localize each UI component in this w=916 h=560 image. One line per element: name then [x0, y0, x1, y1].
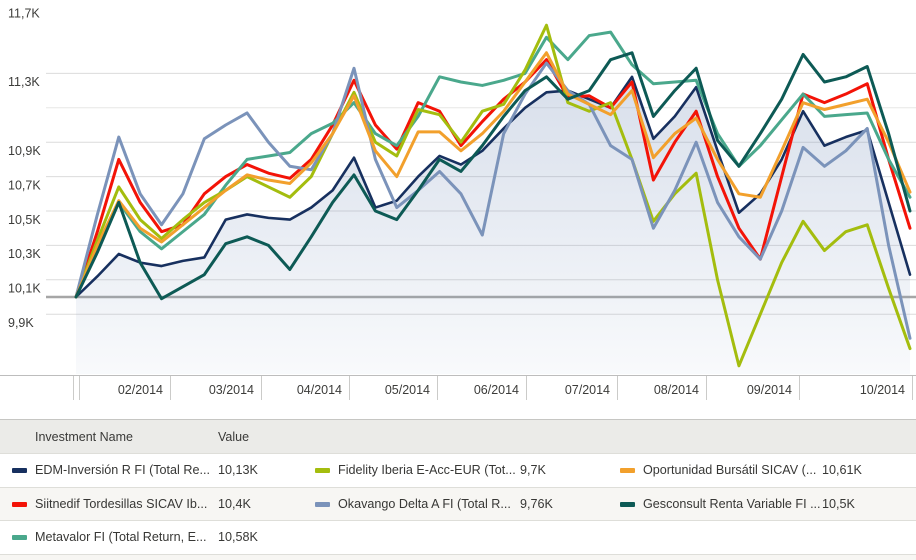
legend-item-name: Fidelity Iberia E-Acc-EUR (Tot...	[338, 463, 516, 477]
legend-item-value: 9,76K	[520, 496, 553, 511]
legend-item-value: 10,5K	[822, 496, 855, 511]
y-axis-label: 9,9K	[8, 316, 34, 330]
y-axis-label: 10,5K	[8, 213, 41, 227]
x-axis-label: 02/2014	[118, 383, 163, 397]
legend-item-1[interactable]: Siitnedif Tordesillas SICAV Ib... 10,4K	[0, 494, 916, 516]
y-axis-label: 10,3K	[8, 247, 41, 261]
legend-item-name: EDM-Inversión R FI (Total Re...	[35, 463, 210, 477]
series-line-1[interactable]	[74, 58, 912, 299]
legend-item-name: Oportunidad Bursátil SICAV (...	[643, 463, 817, 477]
x-axis-label: 10/2014	[860, 383, 905, 397]
series-line-5[interactable]	[74, 51, 912, 299]
x-axis-label: 03/2014	[209, 383, 254, 397]
legend-item-name: Siitnedif Tordesillas SICAV Ib...	[35, 496, 208, 511]
x-axis-label: 06/2014	[474, 383, 519, 397]
series-line-6[interactable]	[74, 51, 912, 301]
legend-item-name: Okavango Delta A FI (Total R...	[338, 496, 511, 511]
legend-row-stripe	[0, 453, 916, 487]
legend-row-stripe	[0, 553, 916, 560]
legend-item-3[interactable]: Fidelity Iberia E-Acc-EUR (Tot... 9,7K	[0, 460, 916, 482]
y-axis-label: 10,7K	[8, 178, 41, 192]
legend-item-6[interactable]: Gesconsult Renta Variable FI ... 10,5K	[0, 494, 916, 516]
legend-header-name: Investment Name	[35, 430, 133, 444]
legend-separator	[0, 486, 916, 488]
legend-color-swatch	[620, 468, 635, 473]
legend-item-value: 10,4K	[218, 496, 251, 511]
legend-header-value: Value	[218, 430, 250, 444]
legend-item-value: 10,13K	[218, 463, 258, 477]
legend-item-2[interactable]: Metavalor FI (Total Return, E... 10,58K	[0, 527, 916, 549]
legend-item-0[interactable]: EDM-Inversión R FI (Total Re... 10,13K	[0, 460, 916, 482]
y-axis-label: 11,7K	[8, 6, 40, 20]
legend-color-swatch	[620, 501, 635, 507]
y-axis-label: 10,1K	[8, 282, 41, 296]
performance-chart: 11,7K 11,3K 10,9K 10,7K 10,5K 10,3K 10,1K 9,9K 0…	[0, 6, 916, 400]
legend-item-value: 9,7K	[520, 463, 546, 477]
legend-color-swatch	[315, 468, 330, 473]
legend-item-value: 10,61K	[822, 463, 862, 477]
legend-color-swatch	[12, 501, 27, 507]
legend-separator	[0, 553, 916, 555]
area-fill-series-0	[76, 76, 910, 374]
legend-row-stripe	[0, 486, 916, 520]
legend-color-swatch	[315, 501, 330, 507]
legend-item-5[interactable]: Oportunidad Bursátil SICAV (... 10,61K	[0, 460, 916, 482]
legend-item-4[interactable]: Okavango Delta A FI (Total R... 9,76K	[0, 494, 916, 516]
legend-item-value: 10,58K	[218, 530, 258, 544]
legend-color-swatch	[12, 468, 27, 473]
y-axis-label: 11,3K	[8, 75, 40, 89]
x-axis-label: 08/2014	[654, 383, 699, 397]
legend-separator	[0, 520, 916, 521]
legend-row-stripe	[0, 520, 916, 554]
series-line-4[interactable]	[74, 61, 912, 340]
legend-color-swatch	[12, 535, 27, 540]
legend-item-name: Metavalor FI (Total Return, E...	[35, 530, 207, 544]
series-line-3[interactable]	[74, 23, 912, 368]
x-axis-label: 05/2014	[385, 383, 430, 397]
legend-separator	[0, 453, 916, 454]
legend-table: Investment Name Value EDM-Inversión R FI…	[0, 419, 916, 560]
x-axis-label: 04/2014	[297, 383, 342, 397]
x-axis-label: 09/2014	[747, 383, 792, 397]
y-axis-label: 10,9K	[8, 144, 41, 158]
legend-header-row: Investment Name Value	[0, 420, 916, 453]
legend-item-name: Gesconsult Renta Variable FI ...	[643, 496, 821, 511]
x-axis-label: 07/2014	[565, 383, 610, 397]
